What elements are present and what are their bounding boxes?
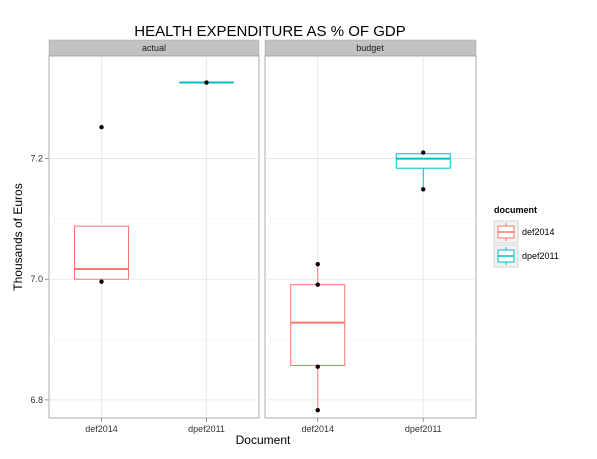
y-tick-label: 7.2 bbox=[30, 154, 43, 164]
marks-budget bbox=[290, 150, 451, 413]
box-body-budget-def2014 bbox=[290, 284, 346, 367]
data-point-budget-dpef2011 bbox=[421, 187, 426, 192]
x-tick-label-def2014: def2014 bbox=[85, 424, 118, 434]
x-axis-title: Document bbox=[236, 433, 291, 447]
y-tick-label: 7.0 bbox=[30, 274, 43, 284]
x-axis: def2014 dpef2011 def2014 dpef2011 bbox=[85, 418, 442, 434]
strip-label-budget: budget bbox=[356, 43, 384, 53]
x-tick-label-def2014: def2014 bbox=[301, 424, 334, 434]
data-point-budget-def2014 bbox=[315, 364, 320, 369]
chart-title: HEALTH EXPENDITURE AS % OF GDP bbox=[134, 23, 405, 40]
box-body-actual-def2014 bbox=[74, 225, 129, 280]
legend-label-dpef2011: dpef2011 bbox=[522, 251, 559, 261]
data-point-budget-dpef2011 bbox=[421, 150, 426, 155]
box-actual-def2014 bbox=[74, 225, 129, 280]
box-budget-def2014 bbox=[290, 264, 346, 411]
data-point-budget-def2014 bbox=[315, 282, 320, 287]
x-tick-label-dpef2011: dpef2011 bbox=[405, 424, 442, 434]
marks-actual bbox=[74, 80, 234, 284]
data-point-budget-def2014 bbox=[315, 261, 320, 267]
legend: document def2014 dpef2011 bbox=[493, 205, 559, 268]
strip-label-actual: actual bbox=[142, 43, 166, 53]
y-tick-label: 6.8 bbox=[30, 395, 43, 405]
legend-title: document bbox=[494, 205, 537, 215]
data-point-actual-def2014 bbox=[99, 124, 104, 130]
panel-budget: budget bbox=[264, 39, 477, 419]
x-tick-label-dpef2011: dpef2011 bbox=[188, 424, 225, 434]
panel-actual: actual bbox=[48, 39, 260, 419]
data-point-actual-def2014 bbox=[99, 279, 104, 284]
y-axis: 6.8 7.0 7.2 bbox=[30, 154, 49, 405]
data-point-actual-dpef2011 bbox=[204, 80, 209, 85]
legend-label-def2014: def2014 bbox=[522, 227, 555, 237]
y-axis-title: Thousands of Euros bbox=[11, 183, 25, 290]
box-body-budget-dpef2011 bbox=[395, 153, 451, 169]
data-point-budget-def2014 bbox=[315, 407, 320, 413]
